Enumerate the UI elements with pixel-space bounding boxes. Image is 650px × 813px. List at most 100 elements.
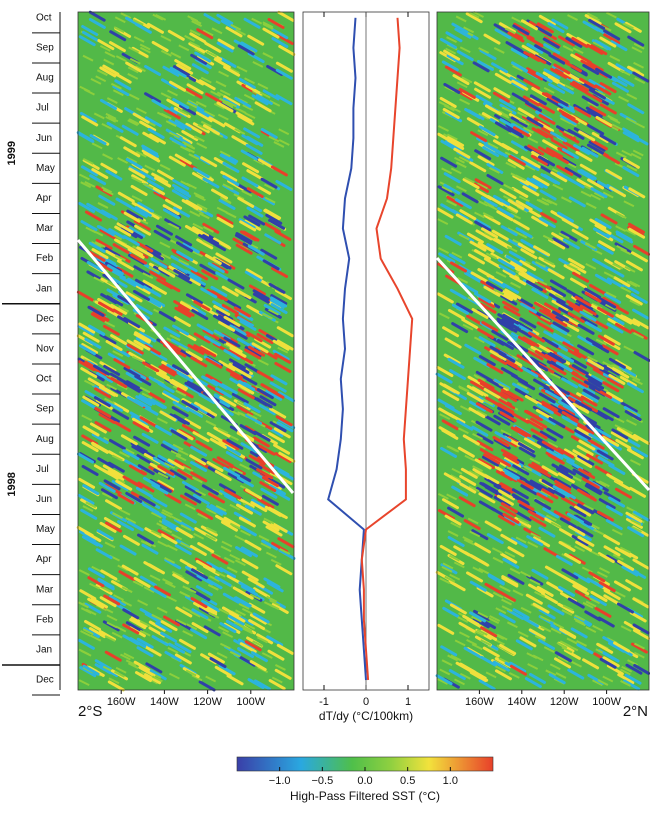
texture-stroke [605,303,616,311]
texture-stroke [192,250,203,258]
texture-stroke [489,349,507,361]
texture-stroke [632,623,650,635]
texture-stroke [585,321,603,333]
texture-stroke [602,372,620,384]
texture-stroke [168,268,180,276]
texture-stroke [177,449,189,456]
texture-stroke [185,293,203,305]
texture-stroke [133,265,151,277]
texture-stroke [195,559,213,571]
texture-stroke [238,602,250,610]
texture-stroke [169,334,181,342]
texture-stroke [172,179,190,191]
texture-stroke [121,564,139,576]
texture-stroke [78,569,90,576]
texture-stroke [130,415,148,427]
texture-stroke [486,173,504,185]
texture-stroke [225,619,243,631]
texture-stroke [498,22,516,34]
texture-stroke [437,492,449,500]
texture-stroke [498,398,516,410]
texture-stroke [561,415,579,427]
texture-stroke [246,187,264,199]
texture-stroke [533,301,551,313]
texture-stroke [100,585,112,593]
texture-stroke [167,89,178,97]
texture-stroke [516,382,528,390]
texture-stroke [195,111,213,123]
texture-stroke [126,343,144,355]
texture-stroke [249,660,267,672]
texture-stroke [262,259,280,271]
texture-stroke [529,53,547,65]
x-tick-label: -1 [319,696,329,708]
texture-stroke [188,42,206,54]
texture-stroke [235,546,253,558]
texture-stroke [107,680,125,692]
texture-stroke [155,224,173,236]
texture-stroke [107,352,125,364]
texture-stroke [500,294,518,306]
texture-stroke [165,198,183,210]
texture-stroke [551,95,569,107]
texture-stroke [102,324,120,336]
texture-stroke [228,362,246,374]
texture-stroke [624,265,636,273]
texture-stroke [517,517,529,525]
texture-stroke [203,600,221,612]
texture-stroke [169,380,187,392]
texture-stroke [546,427,564,439]
texture-stroke [276,421,294,433]
texture-stroke [533,116,551,128]
texture-stroke [482,146,500,158]
texture-stroke [115,55,127,63]
texture-stroke [550,67,568,79]
texture-stroke [275,68,293,80]
texture-stroke [125,157,143,169]
x-tick-label: 120W [193,696,222,708]
texture-stroke [493,288,505,296]
texture-stroke [238,516,256,528]
texture-stroke [258,444,276,456]
texture-stroke [234,96,252,108]
texture-stroke [446,54,464,66]
texture-stroke [629,374,641,382]
texture-stroke [175,389,187,397]
texture-stroke [595,67,613,79]
texture-stroke [278,128,290,136]
texture-stroke [268,477,286,489]
texture-stroke [100,209,118,221]
colorbar-tick-label: 0.0 [357,775,372,787]
texture-stroke [532,654,544,662]
texture-stroke [494,669,512,681]
texture-stroke [164,462,176,469]
texture-stroke [278,139,290,146]
texture-stroke [245,143,263,155]
texture-stroke [547,76,565,88]
texture-stroke [84,181,96,188]
texture-stroke [554,651,572,663]
x-tick-label: 140W [507,696,536,708]
texture-stroke [271,602,289,614]
texture-stroke [500,448,518,460]
texture-stroke [133,660,151,672]
texture-stroke [559,114,577,126]
texture-stroke [127,119,139,127]
texture-stroke [159,410,177,422]
texture-stroke [457,616,469,624]
texture-stroke [200,287,218,299]
texture-stroke [536,321,554,333]
texture-stroke [185,87,203,99]
texture-stroke [252,60,264,68]
texture-stroke [516,231,528,239]
texture-stroke [150,496,168,508]
texture-stroke [171,406,189,418]
texture-stroke [464,551,482,563]
texture-stroke [194,51,212,63]
texture-stroke [621,149,633,157]
texture-stroke [582,477,600,489]
texture-stroke [218,198,236,210]
propagation-line [435,256,650,492]
texture-stroke [114,670,125,678]
texture-stroke [518,195,530,203]
